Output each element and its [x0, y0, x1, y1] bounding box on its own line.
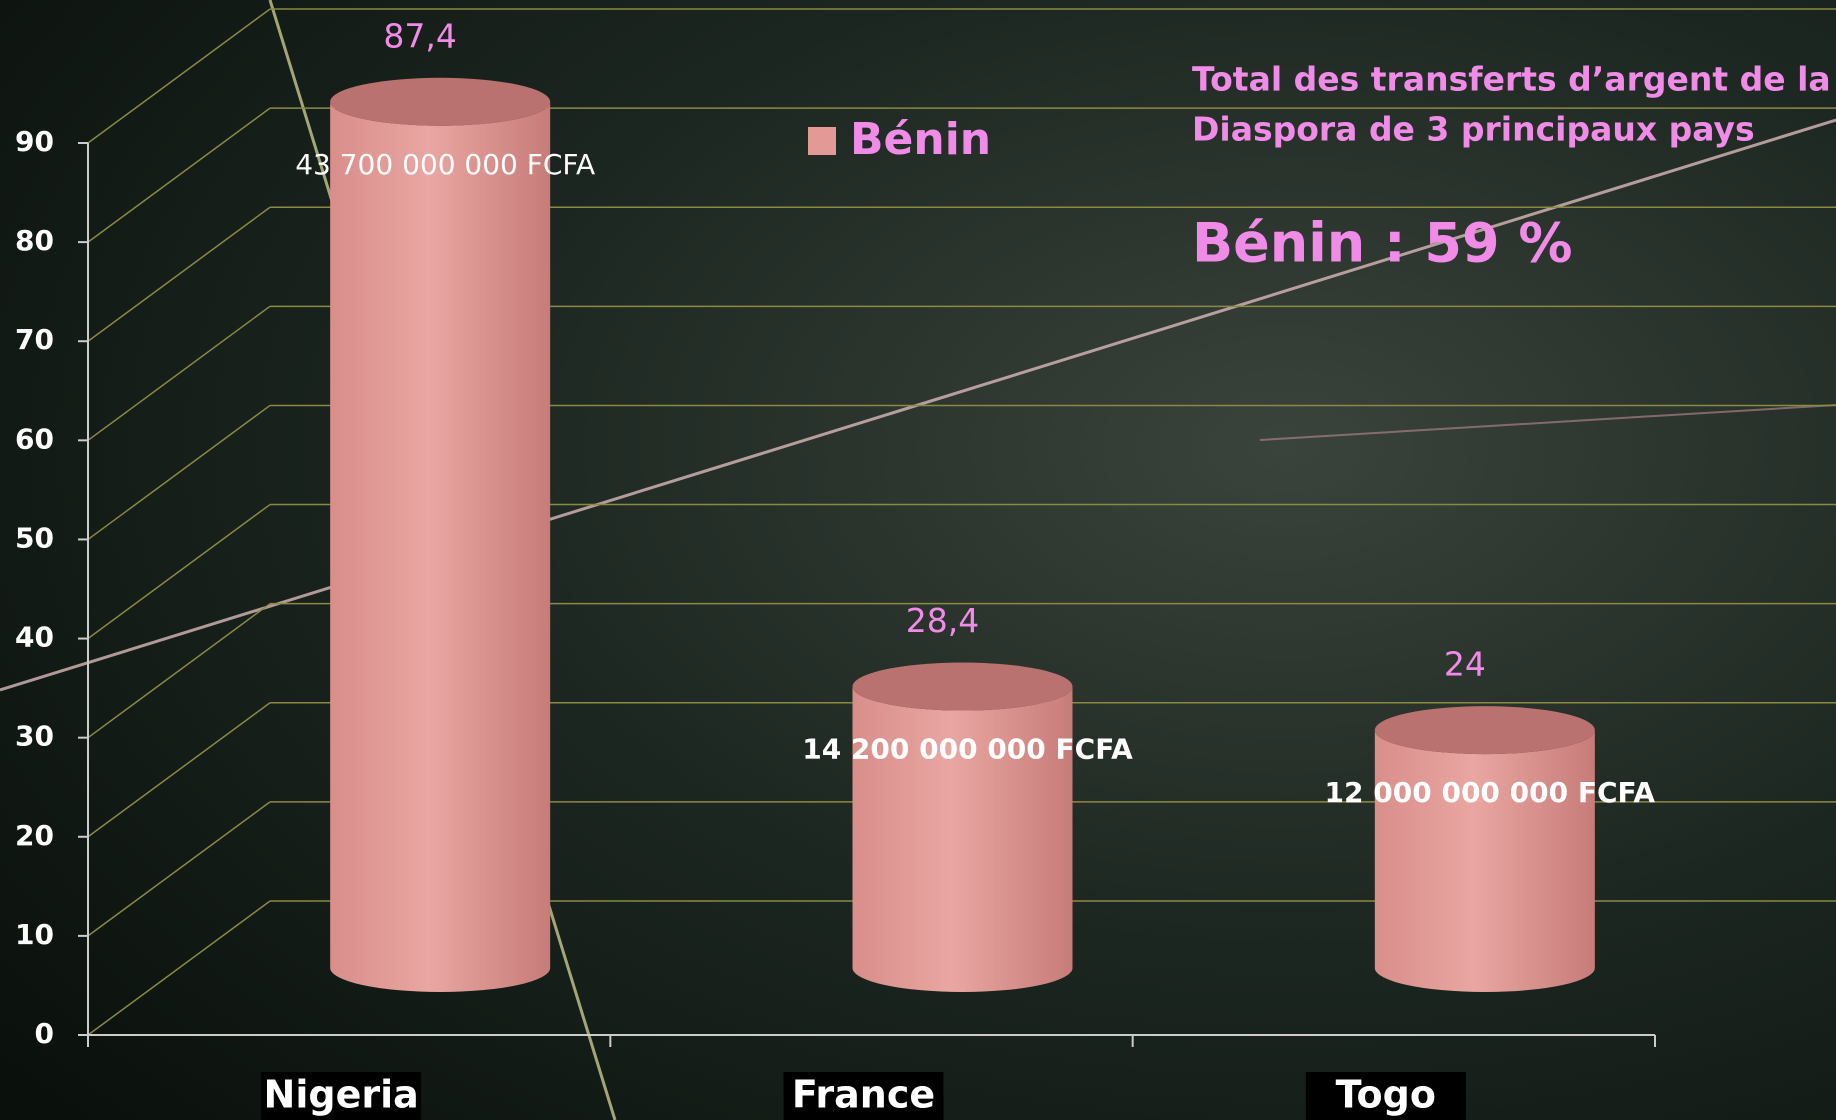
bar-label: 12 000 000 000 FCFA [1325, 776, 1656, 809]
y-tick-label: 60 [15, 422, 54, 455]
y-tick-label: 40 [15, 621, 54, 654]
y-tick-label: 0 [35, 1017, 54, 1050]
annotation: Total des transferts d’argent de la [1192, 60, 1831, 99]
x-tick-label: Togo [1336, 1073, 1436, 1117]
chart: Total des transferts d’argent de la Dias… [0, 0, 1836, 1120]
x-tick-label: France [792, 1073, 935, 1117]
y-tick-label: 10 [15, 918, 54, 951]
value-label: 24 [1444, 645, 1486, 684]
annotation: Diaspora de 3 principaux pays [1192, 110, 1755, 149]
y-tick-label: 70 [15, 323, 54, 356]
value-label: 87,4 [383, 16, 456, 55]
bar [1375, 730, 1595, 992]
y-tick-label: 50 [15, 521, 54, 554]
y-tick-label: 90 [15, 125, 54, 158]
legend-swatch [808, 127, 836, 155]
bar-top [1375, 706, 1595, 754]
page: Total des transferts d’argent de la Dias… [0, 0, 1836, 1120]
y-tick-label: 80 [15, 224, 54, 257]
y-tick-label: 20 [15, 819, 54, 852]
bar-top [330, 78, 550, 126]
bar-label: 43 700 000 000 FCFA [295, 148, 595, 181]
bar-label: 14 200 000 000 FCFA [802, 733, 1133, 766]
value-label: 28,4 [906, 601, 979, 640]
legend-label: Bénin [850, 114, 991, 165]
x-tick-label: Nigeria [264, 1073, 419, 1117]
bar [330, 102, 550, 992]
bar-top [853, 663, 1073, 711]
y-tick-label: 30 [15, 720, 54, 753]
highlight: Bénin : 59 % [1192, 212, 1572, 275]
